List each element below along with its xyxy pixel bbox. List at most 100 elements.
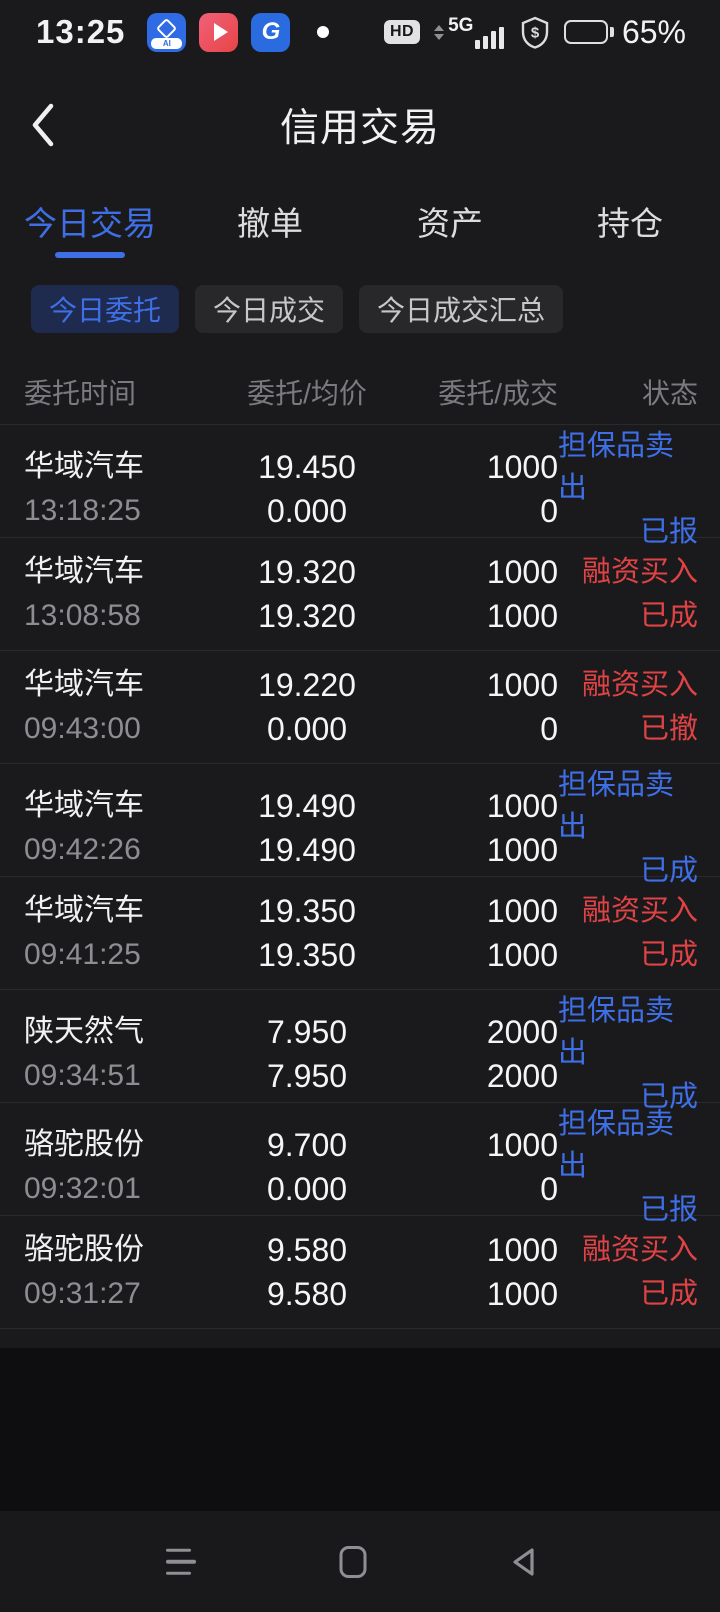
stock-name: 华域汽车	[24, 668, 144, 701]
avg-price: 0.000	[266, 1171, 348, 1207]
order-time: 09:43:00	[24, 712, 141, 745]
stock-name: 陕天然气	[24, 1015, 144, 1048]
order-time: 09:31:27	[24, 1277, 141, 1310]
back-button[interactable]	[28, 97, 68, 153]
order-price: 9.700	[266, 1127, 348, 1163]
filled-qty: 1000	[486, 832, 558, 868]
status-right-cluster: HD 5G $ 65%	[383, 13, 686, 51]
order-price: 9.580	[266, 1232, 348, 1268]
table-row[interactable]: 骆驼股份 09:31:27 9.580 9.580 1000 1000 融资买入…	[0, 1216, 720, 1329]
diamond-glyph	[156, 17, 178, 39]
avg-price: 19.350	[258, 937, 356, 973]
filled-qty: 0	[540, 493, 558, 529]
status-bar: 13:25 AI G HD 5G $	[0, 0, 720, 64]
status-time: 13:25	[36, 13, 126, 50]
table-row[interactable]: 陕天然气 09:34:51 7.950 7.950 2000 2000 担保品卖…	[0, 990, 720, 1113]
notification-dot-icon	[317, 26, 330, 38]
order-qty: 1000	[486, 788, 558, 824]
table-row[interactable]: 骆驼股份 09:32:01 9.700 0.000 1000 0 担保品卖出 已…	[0, 1103, 720, 1226]
order-price: 19.320	[258, 554, 356, 590]
table-row[interactable]: 华域汽车 09:41:25 19.350 19.350 1000 1000 融资…	[0, 877, 720, 990]
trade-side-label: 融资买入	[581, 1234, 698, 1266]
order-list: 华域汽车 13:18:25 19.450 0.000 1000 0 担保品卖出 …	[0, 425, 720, 1348]
signal-bars-icon	[475, 27, 505, 49]
table-header: 委托时间 委托/均价 委托/成交 状态	[0, 358, 720, 425]
order-time: 13:18:25	[24, 494, 141, 527]
order-status-label: 已成	[639, 855, 698, 887]
avg-price: 7.950	[266, 1058, 348, 1094]
video-app-notification-icon	[199, 12, 239, 52]
order-price: 19.490	[258, 788, 356, 824]
order-status-label: 已成	[639, 1278, 698, 1310]
order-price: 19.220	[258, 667, 356, 703]
stock-name: 华域汽车	[24, 555, 144, 588]
avg-price: 0.000	[266, 493, 348, 529]
nav-back-icon[interactable]	[508, 1546, 538, 1578]
empty-area	[0, 1348, 720, 1511]
stock-name: 华域汽车	[24, 789, 144, 822]
hd-voice-icon: HD	[383, 20, 421, 44]
tab-label: 资产	[417, 205, 483, 242]
col-order-time: 委托时间	[24, 378, 137, 409]
stock-name: 华域汽车	[24, 894, 144, 927]
order-status-label: 已成	[639, 1081, 698, 1113]
subtab-today-orders[interactable]: 今日委托	[31, 285, 180, 333]
order-status-label: 已报	[639, 1194, 698, 1226]
ai-app-notification-icon: AI	[147, 12, 187, 52]
avg-price: 19.320	[258, 598, 356, 634]
svg-text:$: $	[531, 24, 540, 41]
order-qty: 1000	[486, 893, 558, 929]
page-title: 信用交易	[279, 106, 440, 150]
trade-side-label: 担保品卖出	[558, 1108, 675, 1182]
tab-label: 今日交易	[24, 205, 156, 242]
order-time: 09:32:01	[24, 1172, 141, 1205]
order-price: 7.950	[266, 1014, 348, 1050]
order-status-label: 已成	[639, 600, 698, 632]
order-price: 19.450	[258, 449, 356, 485]
order-price: 19.350	[258, 893, 356, 929]
col-order-avg-price: 委托/均价	[247, 378, 367, 409]
table-row[interactable]: 华域汽车 09:42:26 19.490 19.490 1000 1000 担保…	[0, 764, 720, 887]
shield-dollar-icon: $	[520, 16, 550, 49]
trade-side-label: 融资买入	[581, 556, 698, 588]
order-qty: 1000	[486, 667, 558, 703]
nav-home-icon[interactable]	[339, 1545, 367, 1578]
order-time: 09:42:26	[24, 833, 141, 866]
col-order-filled-qty: 委托/成交	[438, 378, 558, 409]
header: 信用交易	[0, 64, 720, 185]
g-app-notification-icon: G	[251, 12, 291, 52]
tab-bar: 今日交易 撤单 资产 持仓	[0, 185, 720, 265]
stock-name: 骆驼股份	[24, 1233, 144, 1266]
filled-qty: 1000	[486, 1276, 558, 1312]
play-icon	[213, 23, 228, 41]
tab-assets[interactable]: 资产	[360, 185, 540, 265]
nav-menu-icon[interactable]	[166, 1548, 196, 1575]
filled-qty: 0	[540, 711, 558, 747]
tab-today-trading[interactable]: 今日交易	[0, 185, 180, 265]
trade-side-label: 担保品卖出	[558, 430, 675, 504]
avg-price: 19.490	[258, 832, 356, 868]
nav-bar	[0, 1511, 720, 1612]
order-status-label: 已撤	[639, 713, 698, 745]
subtab-today-fills[interactable]: 今日成交	[195, 285, 344, 333]
table-row[interactable]: 华域汽车 13:18:25 19.450 0.000 1000 0 担保品卖出 …	[0, 425, 720, 548]
order-time: 09:34:51	[24, 1059, 141, 1092]
tab-positions[interactable]: 持仓	[540, 185, 720, 265]
col-status: 状态	[641, 378, 698, 409]
tab-cancel-order[interactable]: 撤单	[180, 185, 360, 265]
table-row[interactable]: 华域汽车 13:08:58 19.320 19.320 1000 1000 融资…	[0, 538, 720, 651]
active-tab-underline	[55, 252, 125, 258]
order-time: 09:41:25	[24, 938, 141, 971]
filled-qty: 2000	[486, 1058, 558, 1094]
order-qty: 1000	[486, 1232, 558, 1268]
filled-qty: 1000	[486, 937, 558, 973]
order-qty: 1000	[486, 449, 558, 485]
subtab-today-fills-summary[interactable]: 今日成交汇总	[359, 285, 564, 333]
table-row[interactable]: 华域汽车 09:43:00 19.220 0.000 1000 0 融资买入 已…	[0, 651, 720, 764]
tab-label: 撤单	[237, 205, 303, 242]
network-type-label: 5G	[448, 15, 474, 36]
battery-percent: 65%	[621, 13, 686, 50]
order-qty: 2000	[486, 1014, 558, 1050]
data-transfer-arrows-icon	[434, 24, 445, 40]
